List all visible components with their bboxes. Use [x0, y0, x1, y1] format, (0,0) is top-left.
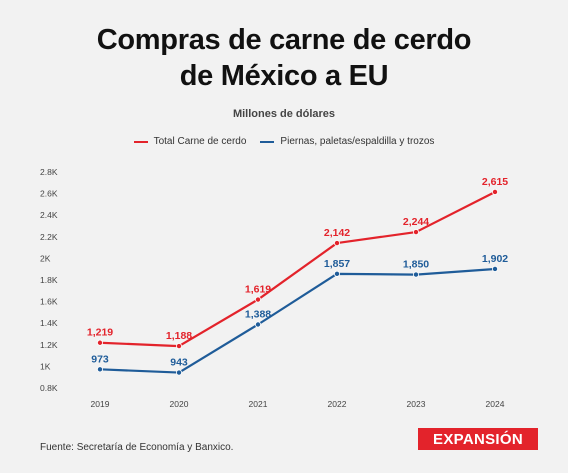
y-tick-label: 2.2K [40, 232, 58, 242]
data-point [175, 343, 182, 350]
data-point [254, 296, 261, 303]
legend-item-piernas: Piernas, paletas/espaldilla y trozos [260, 136, 434, 147]
data-point [491, 265, 498, 272]
y-tick-label: 1.2K [40, 340, 58, 350]
y-tick-label: 1.4K [40, 318, 58, 328]
y-tick-label: 1K [40, 361, 51, 371]
series-line-total [99, 190, 496, 348]
line-chart: 0.8K 1K 1.2K 1.4K 1.6K 1.8K 2K 2.2K 2.4K 2.6K 2.8K… [40, 167, 508, 409]
y-tick-label: 2.6K [40, 189, 58, 199]
legend-item-total: Total Carne de cerdo [133, 136, 247, 147]
data-label: 1,857 [324, 258, 350, 270]
data-point [175, 369, 182, 376]
x-tick-label: 2022 [328, 399, 347, 409]
legend-swatch-blue [260, 140, 275, 143]
y-tick-label: 2.4K [40, 210, 58, 220]
data-label: 1,388 [245, 308, 271, 320]
data-point [333, 270, 340, 277]
data-label: 1,219 [87, 327, 113, 339]
data-point [412, 271, 419, 278]
data-label: 2,244 [403, 216, 429, 228]
y-tick-label: 2K [40, 253, 51, 263]
data-label: 1,850 [403, 259, 429, 271]
x-tick-label: 2020 [170, 399, 189, 409]
source-note: Fuente: Secretaría de Economía y Banxico… [40, 442, 234, 453]
series-line-piernas [99, 267, 496, 374]
legend-swatch-red [133, 140, 148, 143]
data-label: 2,142 [324, 227, 350, 239]
chart-subtitle: Millones de dólares [232, 108, 336, 120]
data-label: 943 [170, 357, 188, 369]
x-tick-label: 2021 [249, 399, 268, 409]
legend-label-piernas: Piernas, paletas/espaldilla y trozos [280, 136, 435, 147]
data-label: 2,615 [482, 176, 508, 188]
x-tick-label: 2019 [91, 399, 110, 409]
y-tick-label: 1.8K [40, 275, 58, 285]
data-label: 1,619 [245, 284, 271, 296]
data-label: 1,188 [166, 330, 192, 342]
chart-title: Compras de carne de cerdo de México a EU [0, 22, 568, 94]
data-point [254, 321, 261, 328]
y-tick-label: 0.8K [40, 383, 58, 393]
x-tick-label: 2024 [486, 399, 505, 409]
data-label: 1,902 [482, 253, 508, 265]
y-tick-label: 1.6K [40, 297, 58, 307]
chart-title-line-1: Compras de carne de cerdo [96, 24, 472, 56]
data-point [491, 188, 498, 195]
data-point [97, 339, 104, 346]
data-point [412, 229, 419, 236]
legend-label-total: Total Carne de cerdo [153, 136, 247, 147]
data-point [333, 240, 340, 247]
data-label: 973 [91, 353, 109, 365]
data-point [97, 366, 104, 373]
expansion-logo: EXPANSIÓN [418, 428, 538, 450]
y-tick-label: 2.8K [40, 167, 58, 177]
x-tick-label: 2023 [407, 399, 426, 409]
chart-legend: Total Carne de cerdo Piernas, paletas/es… [0, 136, 568, 147]
chart-title-line-2: de México a EU [179, 60, 389, 92]
